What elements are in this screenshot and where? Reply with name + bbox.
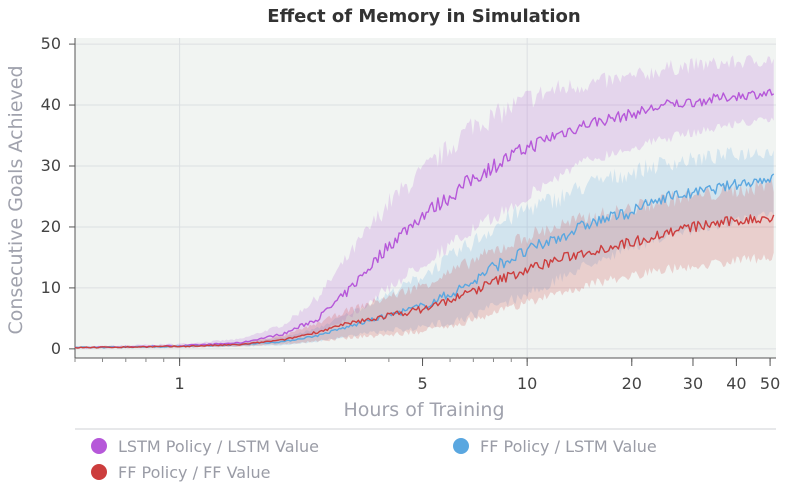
x-tick-label: 10 — [517, 374, 537, 393]
y-tick-label: 50 — [41, 34, 61, 53]
legend-marker-2 — [453, 438, 469, 454]
x-tick-label: 5 — [417, 374, 427, 393]
x-axis-label: Hours of Training — [343, 399, 504, 421]
x-tick-label: 1 — [175, 374, 185, 393]
series-lines — [74, 88, 775, 349]
grid — [74, 38, 776, 359]
x-tick-label: 20 — [622, 374, 642, 393]
y-tick-label: 10 — [41, 278, 61, 297]
legend-marker-3 — [91, 464, 107, 480]
y-axis-label: Consecutive Goals Achieved — [5, 65, 27, 334]
y-tick-label: 20 — [41, 217, 61, 236]
legend-label-2: FF Policy / LSTM Value — [480, 437, 657, 456]
band-series-1 — [75, 55, 774, 349]
x-axis-ticks: 1 5 10 20 30 40 50 — [74, 358, 780, 393]
y-tick-label: 30 — [41, 156, 61, 175]
chart-title: Effect of Memory in Simulation — [267, 6, 580, 27]
band-series-2 — [75, 147, 774, 349]
legend-label-3: FF Policy / FF Value — [118, 463, 271, 482]
x-tick-label: 30 — [683, 374, 703, 393]
x-tick-label: 40 — [726, 374, 746, 393]
line-series-1 — [74, 88, 775, 349]
band-series-3 — [75, 177, 774, 349]
legend-label-1: LSTM Policy / LSTM Value — [118, 437, 319, 456]
y-axis-ticks: 0 10 20 30 40 50 — [41, 34, 75, 358]
y-tick-label: 40 — [41, 95, 61, 114]
legend-marker-1 — [91, 438, 107, 454]
confidence-bands — [75, 55, 774, 349]
x-tick-label: 50 — [760, 374, 780, 393]
legend: LSTM Policy / LSTM Value FF Policy / LSTM… — [91, 437, 657, 482]
y-tick-label: 0 — [51, 339, 61, 358]
line-series-3 — [74, 214, 775, 349]
